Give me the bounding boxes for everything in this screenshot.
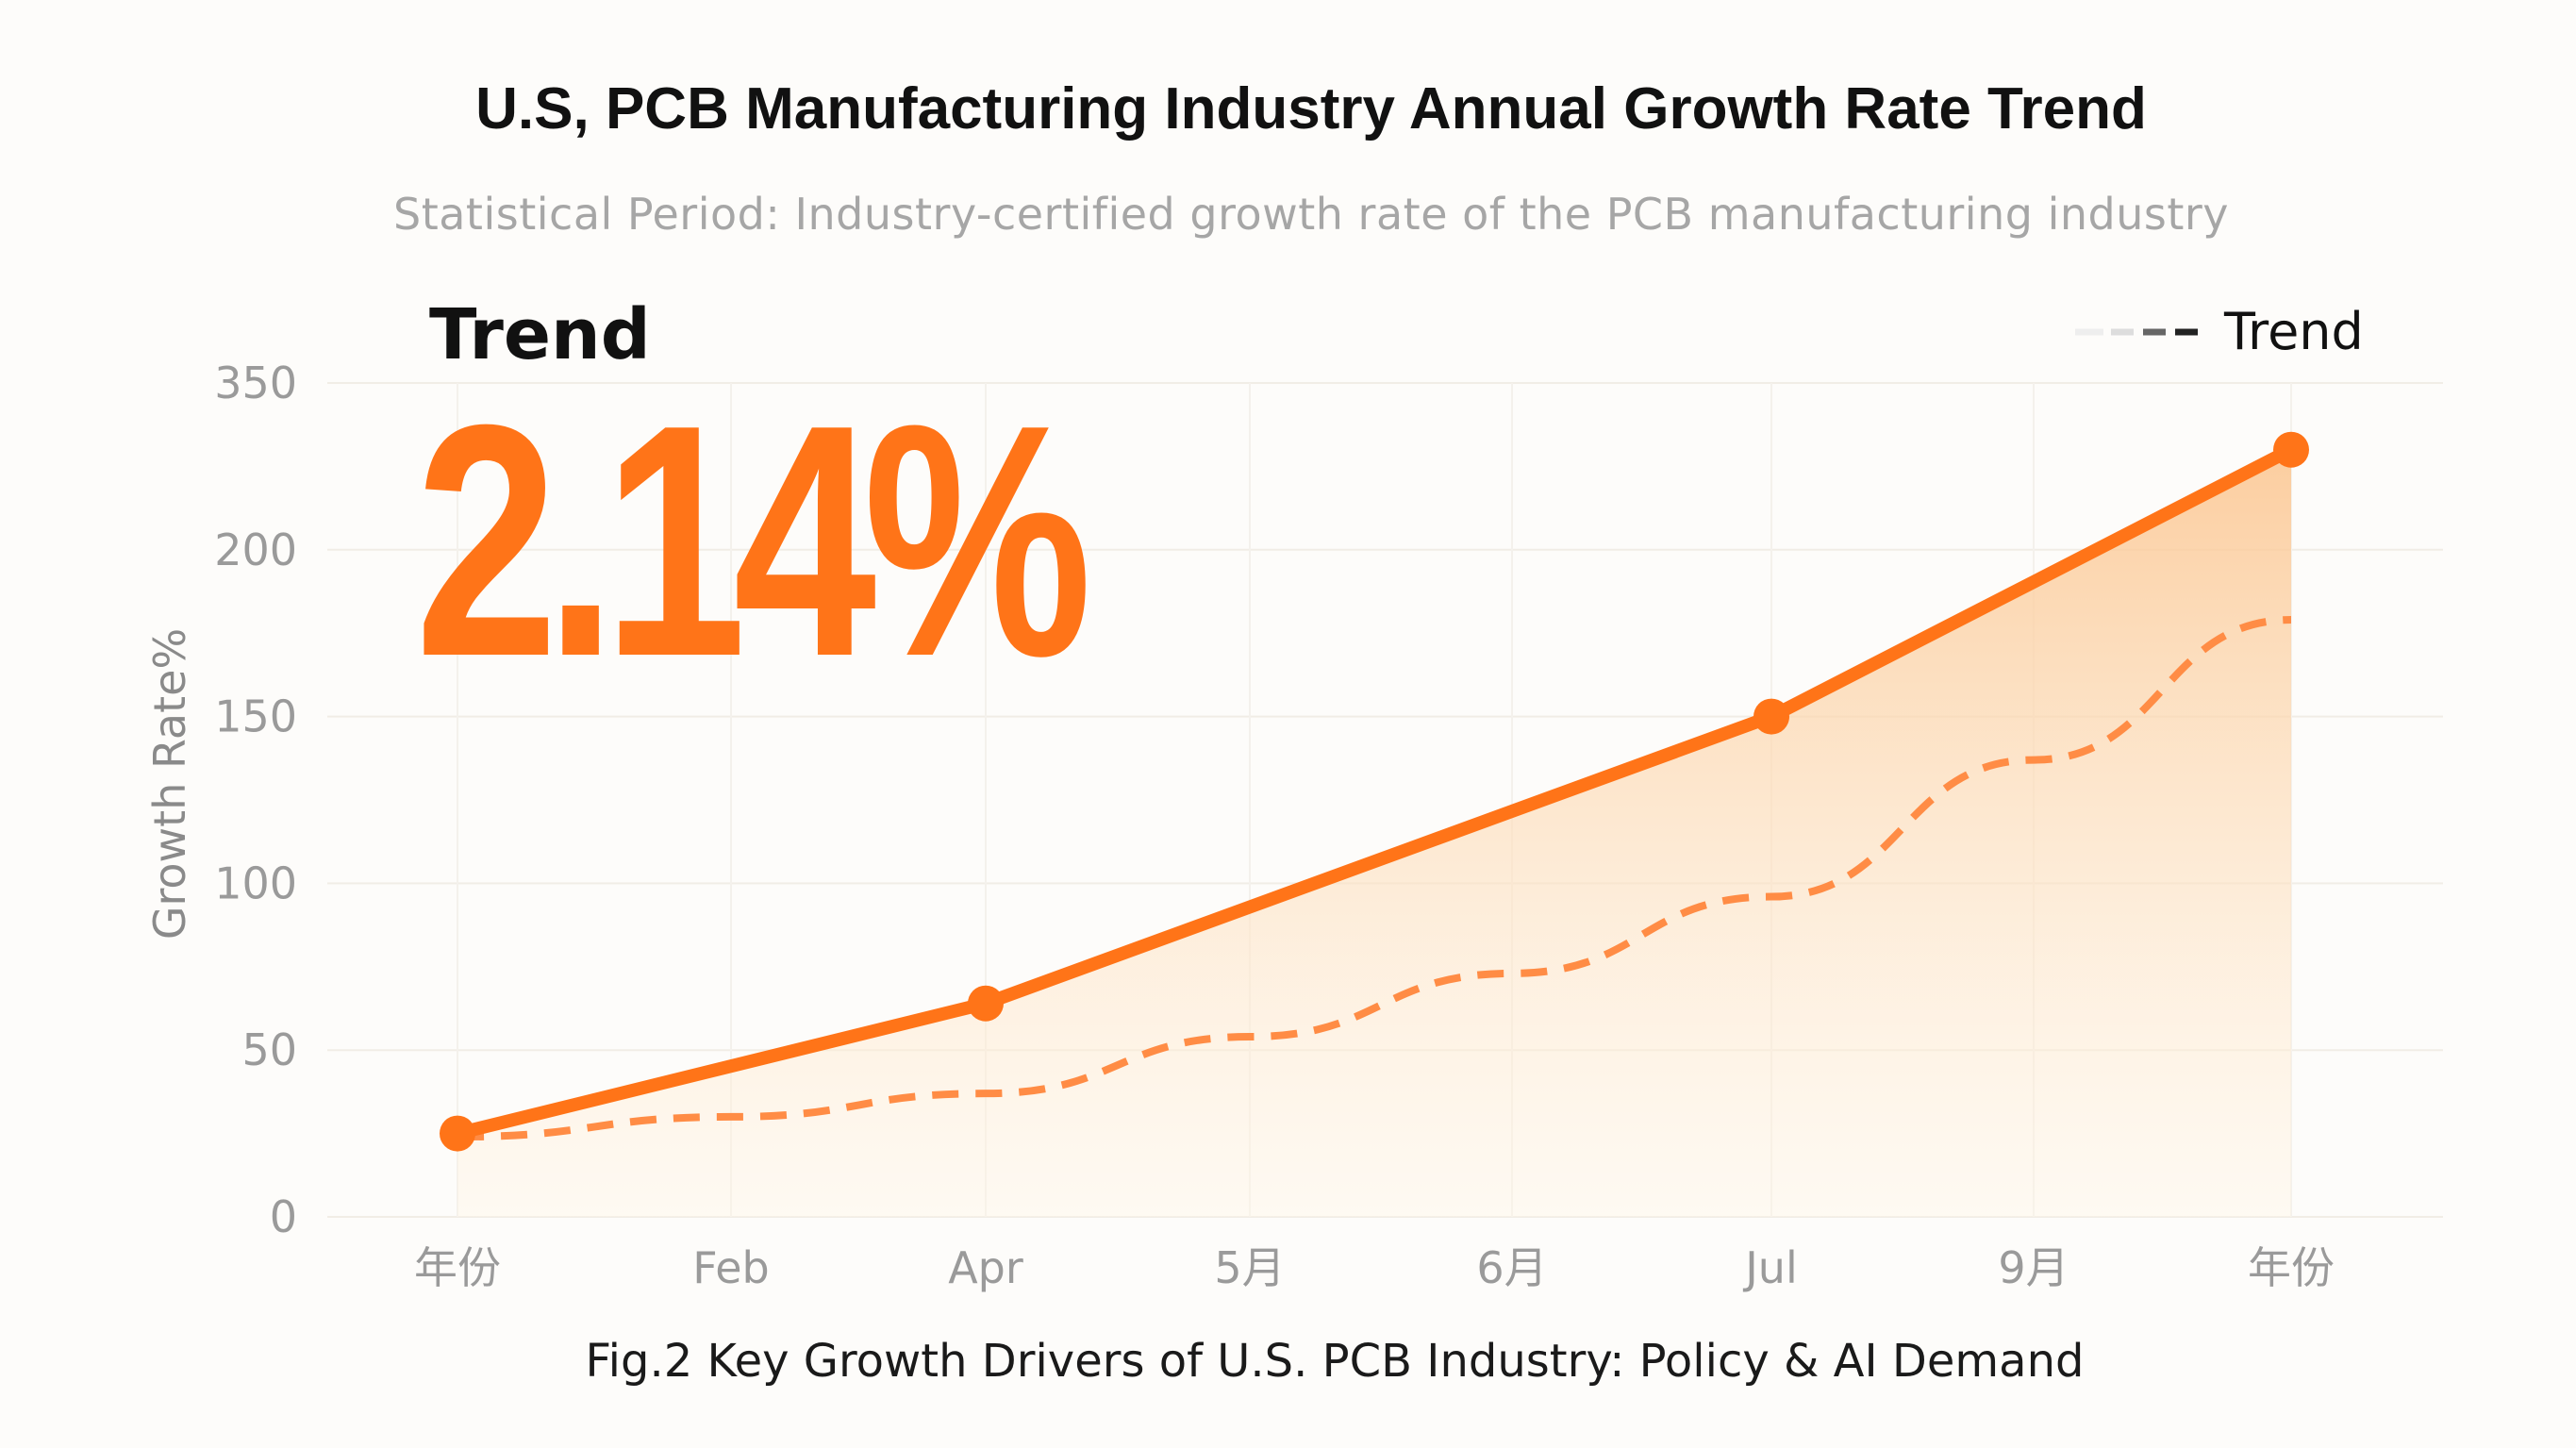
data-point-marker <box>1753 698 1789 735</box>
chart-subtitle: Statistical Period: Industry-certified g… <box>393 189 2229 240</box>
legend: Trend <box>2075 302 2364 361</box>
legend-label-trend: Trend <box>2224 302 2364 361</box>
data-point-marker <box>968 985 1004 1022</box>
x-tick-label: 6月 <box>1476 1242 1547 1293</box>
highlight-value: 2.14% <box>415 357 1092 725</box>
highlight-label: Trend <box>429 294 651 375</box>
y-tick-label: 0 <box>270 1191 297 1242</box>
legend-dash-icon <box>2075 328 2198 335</box>
x-tick-label: 9月 <box>1998 1242 2069 1293</box>
series-line <box>456 443 2295 1140</box>
x-tick-label: 年份 <box>2248 1242 2335 1293</box>
x-tick-label: 5月 <box>1214 1242 1285 1293</box>
y-tick-label: 100 <box>214 857 297 908</box>
series-trend-dashed-line <box>457 616 2292 1141</box>
y-tick-label: 350 <box>214 358 297 408</box>
y-axis-label: Growth Rate% <box>144 627 195 940</box>
data-point-marker <box>2273 431 2309 468</box>
x-tick-label: Jul <box>1742 1242 1798 1293</box>
y-tick-label: 150 <box>214 691 297 742</box>
chart-title: U.S, PCB Manufacturing Industry Annual G… <box>475 76 2147 141</box>
data-point-marker <box>440 1115 475 1152</box>
y-tick-label: 50 <box>241 1024 297 1075</box>
x-tick-label: Feb <box>692 1242 769 1293</box>
y-tick-label: 200 <box>214 524 297 575</box>
figure-caption: Fig.2 Key Growth Drivers of U.S. PCB Ind… <box>585 1335 2085 1388</box>
x-tick-label: Apr <box>948 1242 1023 1293</box>
x-tick-label: 年份 <box>414 1242 501 1293</box>
